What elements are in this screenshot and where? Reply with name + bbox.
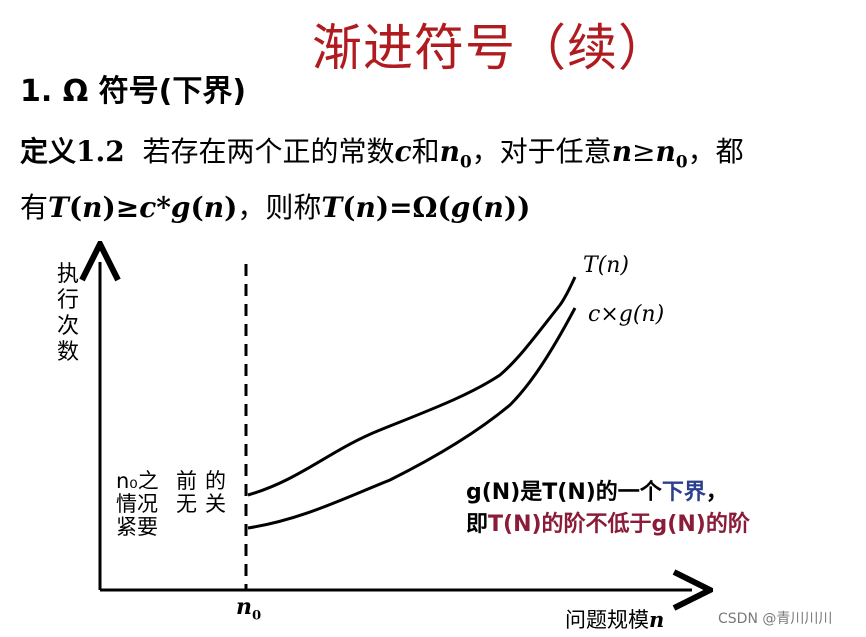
section-heading: 1. Ω 符号(下界)	[20, 74, 247, 109]
n0-note-col1: n₀之 情况 紧要	[116, 469, 159, 539]
label-T-n: T(n)	[583, 253, 629, 278]
x-axis-label: 问题规模n	[565, 607, 665, 632]
explanation-line-2: 即T(N)的阶不低于g(N)的阶	[466, 512, 750, 537]
y-axis-label: 执 行 次 数	[56, 262, 79, 365]
explanation-line-1: g(N)是T(N)的一个下界，	[466, 480, 728, 505]
n0-tick-label: n0	[236, 594, 262, 624]
slide-title: 渐进符号（续）	[312, 19, 669, 77]
lower-curve-cg	[247, 307, 577, 530]
label-c-g-n: c×g(n)	[588, 302, 664, 327]
n0-note-col2: 前 无	[176, 469, 197, 516]
watermark: CSDN @青川川川	[718, 611, 833, 627]
definition-line-1: 定义1.2 若存在两个正的常数c和n0，对于任意n≥n0，都	[20, 135, 744, 172]
definition-label: 定义1.2	[20, 135, 125, 168]
n0-note-col3: 的 关	[205, 469, 226, 516]
definition-line-2: 有T(n)≥c*g(n)，则称T(n)=Ω(g(n))	[20, 191, 531, 224]
upper-curve-T	[247, 276, 577, 497]
